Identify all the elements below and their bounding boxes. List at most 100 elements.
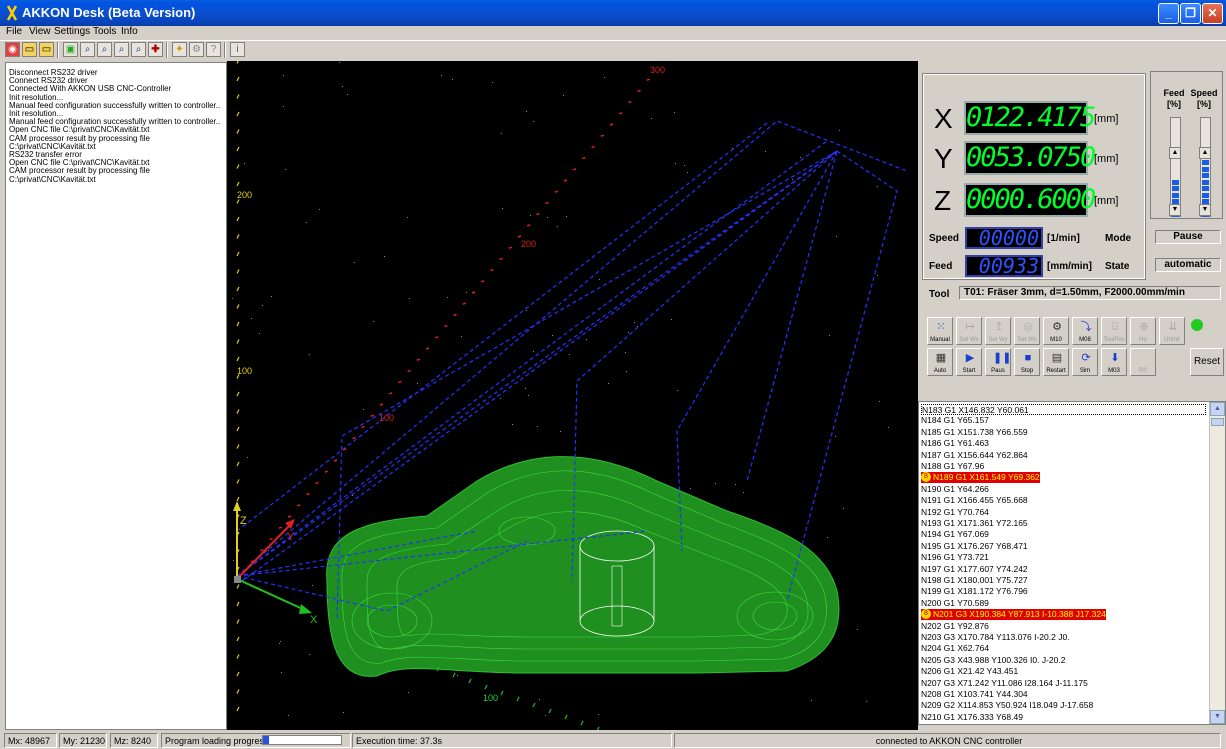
code-line[interactable]: N205 G3 X43.988 Y100.326 I0. J-20.2 (921, 655, 1065, 666)
code-text: N210 G1 X176.333 Y68.49 (921, 711, 1023, 722)
status-bar: Mx: 48967 My: 21230 Mz: 8240 Program loa… (0, 732, 1226, 749)
play-icon: ▶ (965, 352, 975, 364)
zoom-out-icon[interactable]: ⌕ (114, 42, 129, 57)
code-line[interactable]: N183 G1 X146.832 Y60.061 (921, 404, 1206, 415)
settings-gear-icon[interactable]: ⚙ (189, 42, 204, 57)
code-line[interactable]: N210 G1 X176.333 Y68.49 (921, 712, 1023, 723)
code-line[interactable]: N193 G1 X171.361 Y72.165 (921, 518, 1028, 529)
scale-label-y-200: 200 (521, 239, 536, 249)
code-line[interactable]: 8 N201 G3 X190.384 Y87.913 I-10.388 J17.3… (921, 609, 1106, 621)
mx-counter: Mx: 48967 (4, 733, 57, 748)
menu-file[interactable]: File (6, 26, 23, 37)
paus-button[interactable]: ❚❚ Paus (985, 348, 1011, 376)
feed-down-button[interactable]: ▼ (1169, 204, 1181, 216)
code-line[interactable]: N208 G1 X103.741 Y44.304 (921, 689, 1028, 700)
new-file-icon[interactable]: ▭ (22, 42, 37, 57)
set-wx-button[interactable]: ↦ Set Wx (956, 317, 982, 345)
code-line[interactable]: N188 G1 Y67.96 (921, 461, 984, 472)
manual-button[interactable]: ⁙ Manual (927, 317, 953, 345)
message-log[interactable]: Disconnect RS232 driver Connect RS232 dri… (5, 62, 227, 730)
state-label: State (1105, 261, 1130, 272)
minimize-button[interactable]: _ (1158, 3, 1179, 24)
info-icon[interactable]: i (230, 42, 245, 57)
m10-icon: ⚙ (1052, 321, 1062, 333)
disconnect-icon[interactable]: ◉ (5, 42, 20, 57)
pan-icon[interactable]: ✚ (148, 42, 163, 57)
close-button[interactable]: ✕ (1202, 3, 1223, 24)
code-line[interactable]: N199 G1 X181.172 Y76.796 (921, 586, 1028, 597)
zoom-fit-icon[interactable]: ⌕ (131, 42, 146, 57)
code-line[interactable]: N196 G1 Y73.721 (921, 552, 989, 563)
code-line[interactable]: N204 G1 X62.764 (921, 643, 989, 654)
3d-viewport[interactable]: 300 200 100 200 100 100 Z Y X (227, 61, 918, 730)
set-wy-button[interactable]: ↥ Set Wy (985, 317, 1011, 345)
code-line[interactable]: N203 G3 X170.784 Y113.076 I-20.2 J0. (921, 632, 1070, 643)
speed-override-slider[interactable] (1198, 117, 1213, 217)
slider-segment (1172, 192, 1179, 198)
auto-button[interactable]: ▦ Auto (927, 348, 953, 376)
maximize-button[interactable]: ❐ (1180, 3, 1201, 24)
breakpoint-icon: 8 (921, 609, 931, 620)
scroll-down-button[interactable]: ▼ (1210, 710, 1225, 724)
button-label: Ho (1139, 337, 1147, 343)
machine-status: Speed 00000 [1/min] Mode Pause Feed 0093… (923, 221, 1223, 311)
control-panel: X 0122.4175 [mm] Y 0053.0750 [mm] Z 0000… (918, 61, 1226, 730)
speed-up-button[interactable]: ▲ (1199, 147, 1211, 159)
code-line[interactable]: N207 G3 X71.242 Y11.086 I28.164 J-11.175 (921, 678, 1088, 689)
code-line[interactable]: N192 G1 Y70.764 (921, 507, 989, 518)
button-label: UnInit (1164, 337, 1180, 343)
code-line[interactable]: 8 N189 G1 X161.549 Y69.362 (921, 472, 1040, 484)
sim-button[interactable]: ⟳ Sim (1072, 348, 1098, 376)
machine-icon[interactable]: ✦ (172, 42, 187, 57)
ho-button[interactable]: ⊕ Ho (1130, 317, 1156, 345)
m03-button[interactable]: ⬇ M03 (1101, 348, 1127, 376)
feed-override-label: Feed (1163, 88, 1185, 98)
menu-settings[interactable]: Settings (54, 26, 91, 37)
reset-button[interactable]: Reset (1190, 348, 1224, 376)
zoom-in-icon[interactable]: ⌕ (97, 42, 112, 57)
code-line[interactable]: N195 G1 X176.267 Y68.471 (921, 541, 1028, 552)
code-line[interactable]: N209 G2 X114.853 Y50.924 I18.049 J-17.65… (921, 700, 1093, 711)
code-line[interactable]: N190 G1 Y64.266 (921, 484, 989, 495)
restart-button[interactable]: ▤ Restart (1043, 348, 1069, 376)
code-line[interactable]: N202 G1 Y92.876 (921, 621, 989, 632)
start-button[interactable]: ▶ Start (956, 348, 982, 376)
menu-info[interactable]: Info (121, 26, 138, 37)
m10-button[interactable]: ⚙ M10 (1043, 317, 1069, 345)
open-file-icon[interactable]: ▭ (39, 42, 54, 57)
code-line[interactable]: N186 G1 Y61.463 (921, 438, 989, 449)
code-line[interactable]: N187 G1 X156.644 Y62.864 (921, 450, 1028, 461)
nc-program-listing[interactable]: N183 G1 X146.832 Y60.061 N184 G1 Y65.157 N… (918, 401, 1226, 725)
button-label: Paus (991, 368, 1005, 374)
toolpath-view: 300 200 100 200 100 100 Z Y X (232, 61, 908, 730)
menu-view[interactable]: View (29, 26, 51, 37)
speed-down-button[interactable]: ▼ (1199, 204, 1211, 216)
button-label: M08 (1079, 337, 1091, 343)
code-line[interactable]: N194 G1 Y67.069 (921, 529, 989, 540)
code-line[interactable]: N197 G1 X177.607 Y74.242 (921, 564, 1028, 575)
uninit-button[interactable]: ⇊ UnInit (1159, 317, 1185, 345)
code-line[interactable]: N198 G1 X180.001 Y75.727 (921, 575, 1028, 586)
view-iso-icon[interactable]: ▣ (63, 42, 78, 57)
help-icon[interactable]: ? (206, 42, 221, 57)
set-ws-button[interactable]: ◎ Set Ws (1014, 317, 1040, 345)
code-text: N200 G1 Y70.589 (921, 597, 989, 608)
feed-up-button[interactable]: ▲ (1169, 147, 1181, 159)
code-line[interactable]: N200 G1 Y70.589 (921, 598, 989, 609)
code-text: N209 G2 X114.853 Y50.924 I18.049 J-17.65… (921, 700, 1094, 711)
zoom-window-icon[interactable]: ⌕ (80, 42, 95, 57)
code-line[interactable]: N184 G1 Y65.157 (921, 415, 989, 426)
m08-button[interactable]: ⤵ M08 (1072, 317, 1098, 345)
code-line[interactable]: N185 G1 X151.738 Y66.559 (921, 427, 1028, 438)
feed-override-slider[interactable] (1168, 117, 1183, 217)
r0-button[interactable]: R0 (1130, 348, 1156, 376)
feed-unit: [mm/min] (1047, 261, 1092, 272)
stop-button[interactable]: ■ Stop (1014, 348, 1040, 376)
scroll-thumb[interactable] (1211, 418, 1224, 426)
code-line[interactable]: N191 G1 X166.455 Y65.668 (921, 495, 1028, 506)
menu-tools[interactable]: Tools (93, 26, 117, 37)
scroll-up-button[interactable]: ▲ (1210, 402, 1225, 416)
toolpos-button[interactable]: ⌸ ToolPos (1101, 317, 1127, 345)
code-scrollbar[interactable]: ▲ ▼ (1209, 402, 1225, 724)
code-line[interactable]: N206 G1 X21.42 Y43.451 (921, 666, 1018, 677)
